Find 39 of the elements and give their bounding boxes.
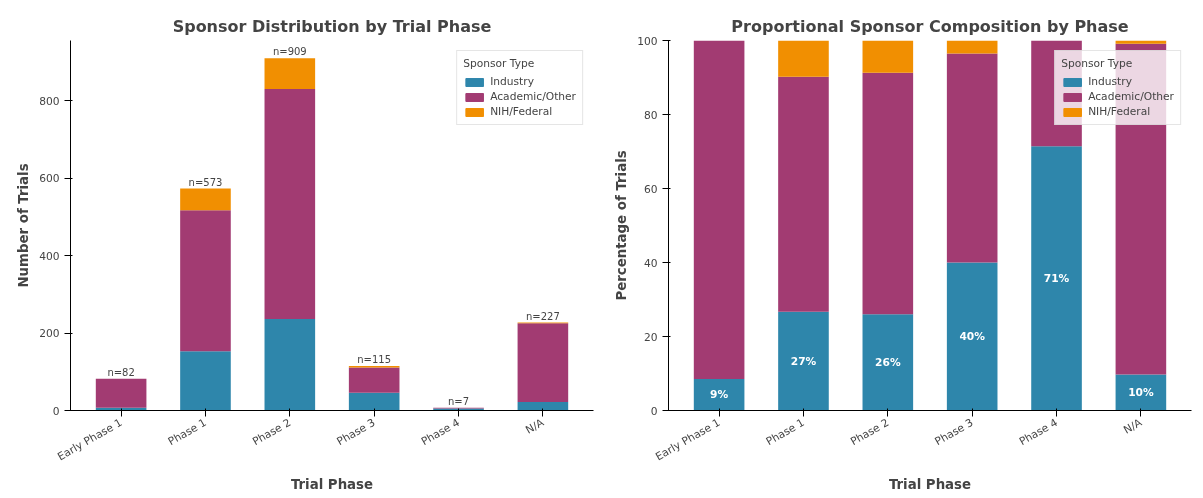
x-tick-label: N/A [523,415,547,437]
y-tick-label: 200 [39,327,60,341]
legend-label: NIH/Federal [490,105,553,118]
total-label: n=573 [188,176,223,188]
y-tick-label: 20 [643,330,658,344]
y-axis-title: Number of Trials [16,163,32,288]
total-label: n=227 [525,310,560,322]
total-label: n=7 [447,395,470,407]
y-tick-label: 100 [637,34,658,48]
x-axis-title: Trial Phase [888,476,972,492]
y-tick-label: 800 [39,94,60,108]
data-label: 9% [710,388,729,402]
y-tick-label: 600 [39,172,60,186]
data-label: 27% [790,354,817,368]
x-tick-label: N/A [1121,415,1145,437]
legend-label: Industry [1088,75,1132,88]
y-tick-label: 40 [643,256,658,270]
chart-title: Proportional Sponsor Composition by Phase [731,16,1129,36]
legend-label: Academic/Other [490,90,576,103]
data-label: 10% [1128,386,1154,400]
y-tick-label: 0 [650,404,658,418]
y-tick-label: 80 [643,108,658,122]
total-label: n=82 [107,366,135,378]
total-label: n=909 [272,46,307,58]
y-axis-title: Percentage of Trials [614,150,630,301]
data-label: 71% [1043,271,1070,285]
legend-label: NIH/Federal [1088,105,1151,118]
chart-title: Sponsor Distribution by Trial Phase [172,16,492,36]
y-tick-label: 60 [643,182,658,196]
legend-label: Academic/Other [1088,90,1174,103]
legend-label: Industry [490,75,534,88]
data-label: 40% [959,330,986,343]
y-tick-label: 400 [39,249,60,263]
data-label: 26% [875,355,901,369]
total-label: n=115 [357,353,392,365]
x-axis-title: Trial Phase [290,476,374,492]
y-tick-label: 0 [52,404,60,418]
legend-title: Sponsor Type [1061,57,1134,70]
legend-title: Sponsor Type [463,57,536,70]
